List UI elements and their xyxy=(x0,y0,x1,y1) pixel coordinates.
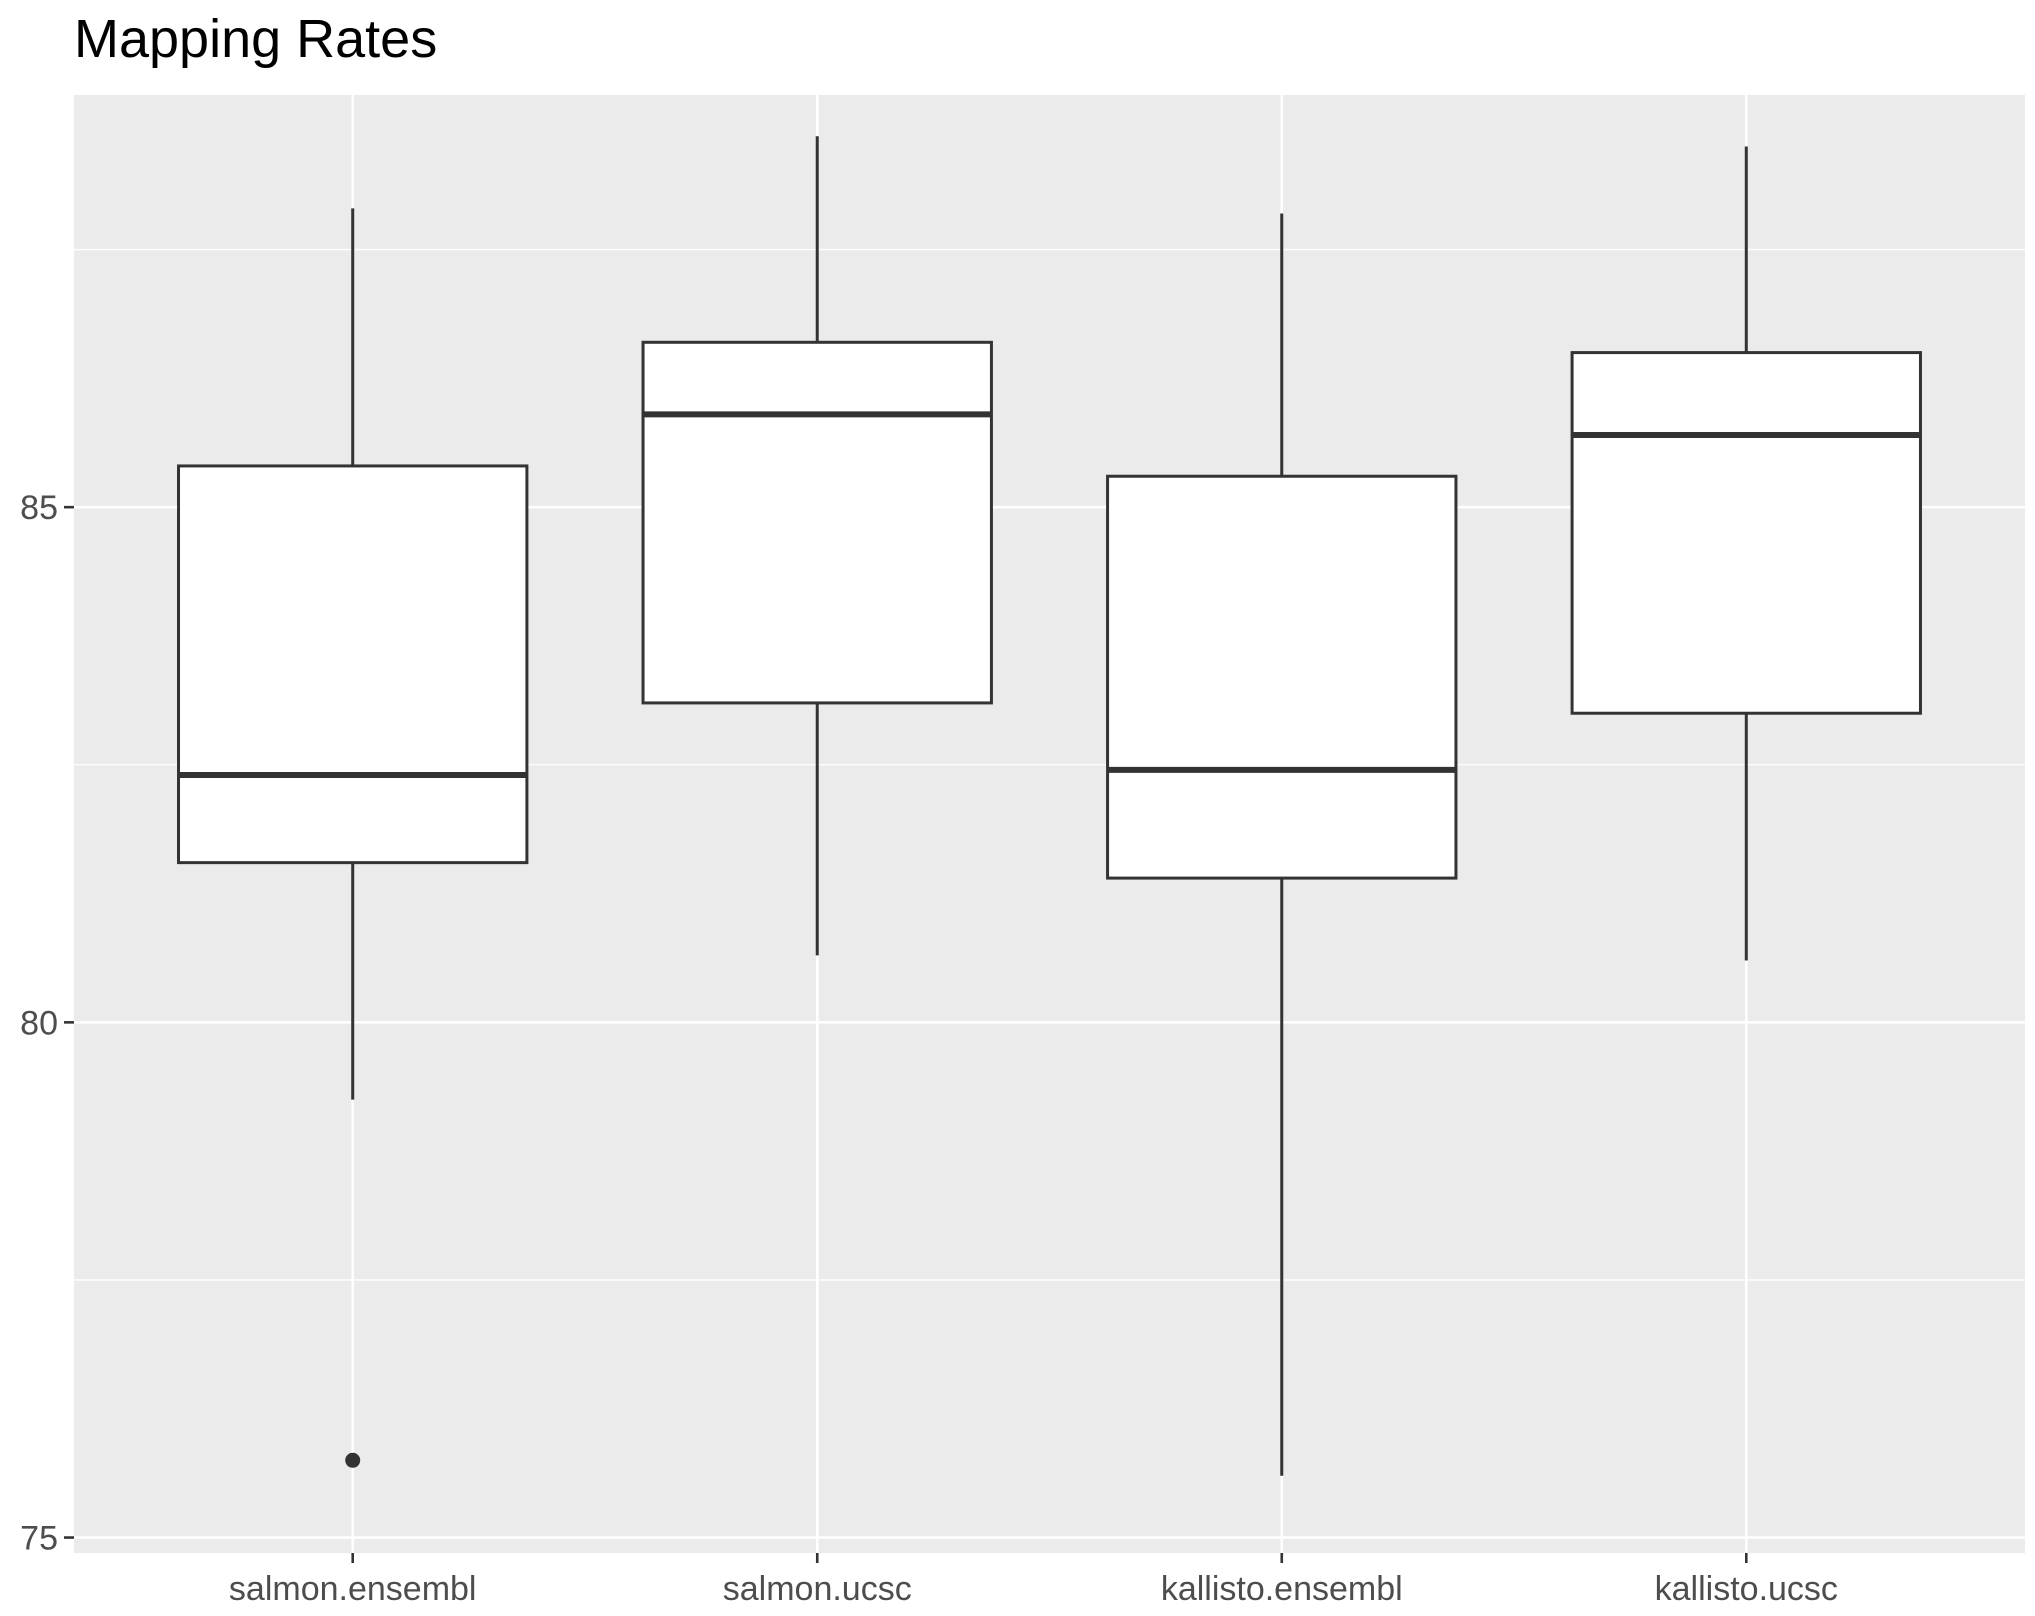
x-tick-label: salmon.ensembl xyxy=(229,1570,477,1608)
y-tick-label: 75 xyxy=(20,1520,58,1558)
boxes xyxy=(177,136,1922,1476)
box-salmon.ucsc xyxy=(641,136,993,956)
chart-title: Mapping Rates xyxy=(74,9,438,69)
y-axis: 75 80 85 xyxy=(20,489,74,1558)
iqr-box xyxy=(641,340,993,705)
y-tick-label: 85 xyxy=(20,489,58,527)
y-tick-label: 80 xyxy=(20,1004,58,1042)
box-kallisto.ensembl xyxy=(1106,213,1458,1476)
iqr-box xyxy=(177,464,529,865)
x-axis: salmon.ensembl salmon.ucsc kallisto.ensemb… xyxy=(229,1553,1838,1608)
x-tick-label: kallisto.ensembl xyxy=(1161,1570,1403,1608)
iqr-box xyxy=(1106,474,1458,880)
iqr-box xyxy=(1570,351,1922,715)
box-salmon.ensembl xyxy=(177,208,529,1468)
x-tick-label: kallisto.ucsc xyxy=(1655,1570,1838,1608)
outlier-point xyxy=(345,1452,361,1468)
box-kallisto.ucsc xyxy=(1570,146,1922,961)
x-tick-label: salmon.ucsc xyxy=(723,1570,912,1608)
